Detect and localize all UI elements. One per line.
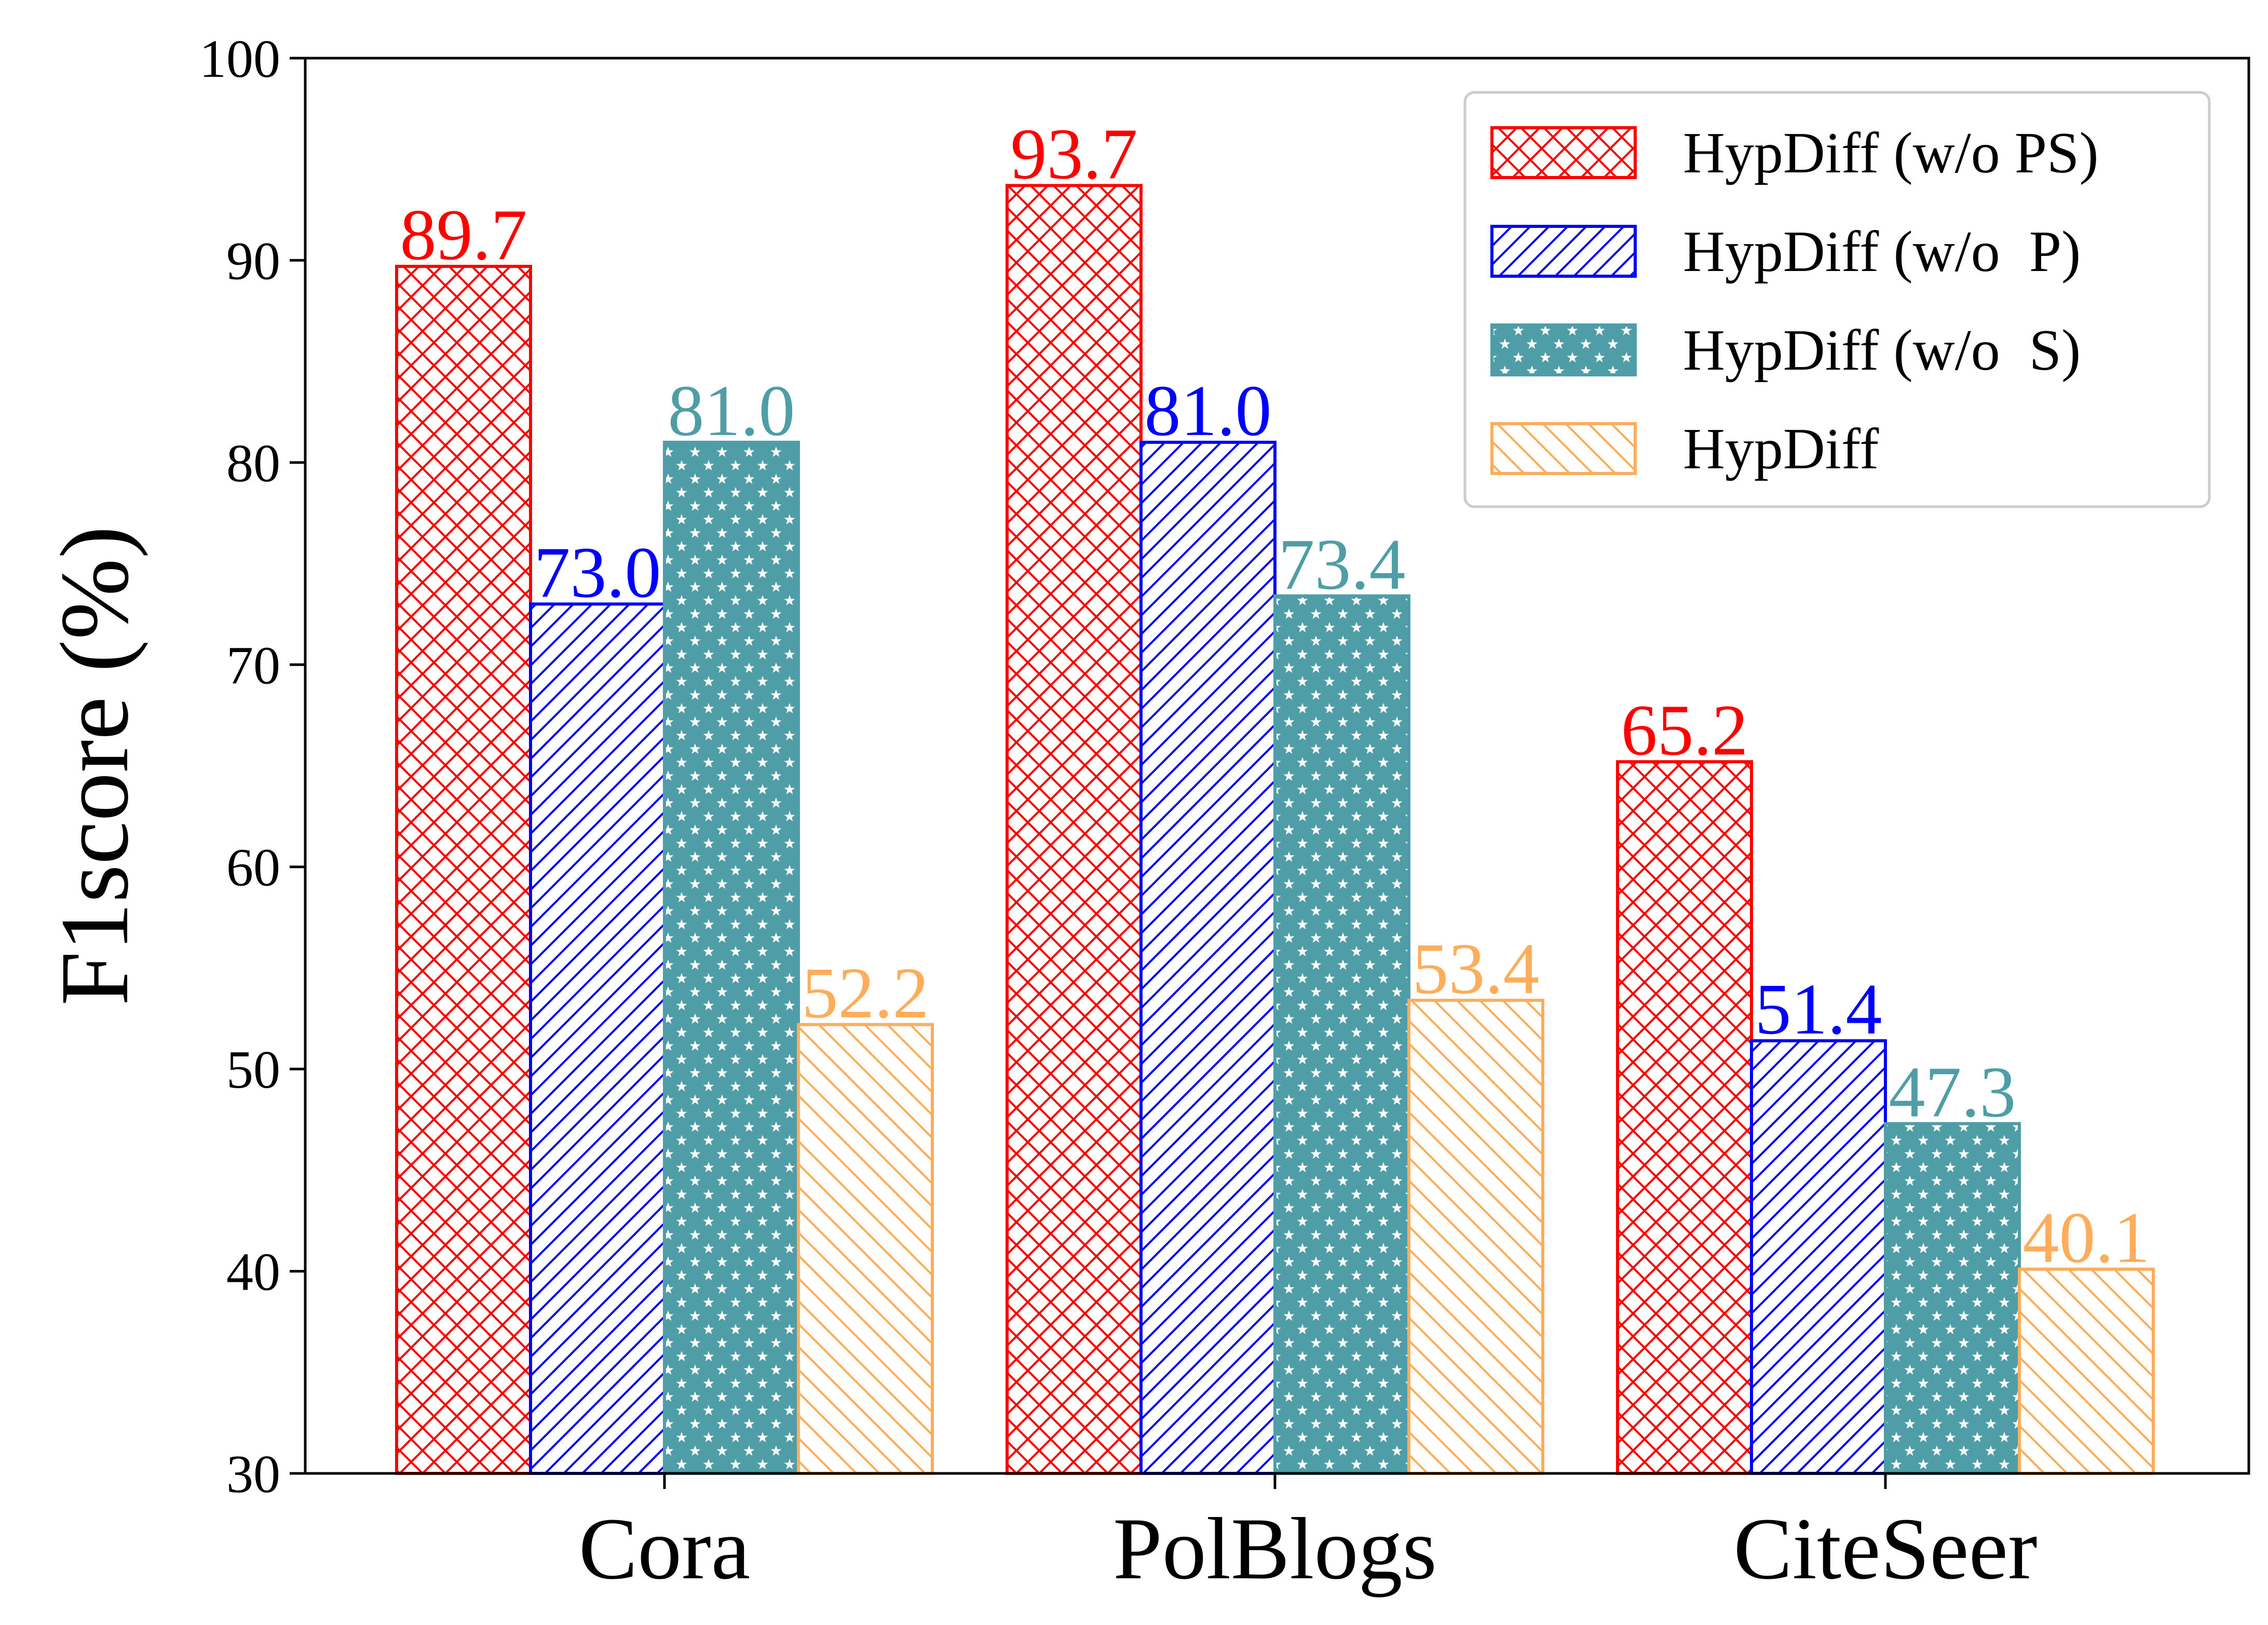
legend-label: HypDiff (w/o S) bbox=[1683, 318, 2081, 383]
bar-polblogs-series-3 bbox=[1273, 594, 1410, 1475]
y-tick-label: 30 bbox=[226, 1444, 280, 1504]
legend-swatch bbox=[1490, 225, 1637, 278]
bars-group bbox=[395, 184, 2155, 1475]
legend-box bbox=[1463, 91, 2211, 508]
data-label: 93.7 bbox=[1011, 114, 1138, 194]
y-tick-label: 60 bbox=[226, 838, 280, 898]
bar-citeseer-series-3 bbox=[1884, 1122, 2021, 1475]
y-tick-label: 100 bbox=[199, 29, 280, 89]
bar-polblogs-series-1 bbox=[1006, 184, 1143, 1475]
y-tick-label: 90 bbox=[226, 231, 280, 291]
data-label: 52.2 bbox=[802, 953, 929, 1033]
bar-cora-series-2 bbox=[529, 602, 666, 1475]
x-tick-label: Cora bbox=[579, 1500, 750, 1597]
bar-cora-series-1 bbox=[395, 265, 532, 1475]
data-label: 53.4 bbox=[1413, 929, 1540, 1009]
data-label: 47.3 bbox=[1889, 1052, 2016, 1132]
x-tick-label: CiteSeer bbox=[1733, 1500, 2037, 1597]
bar-cora-series-3 bbox=[663, 440, 800, 1475]
bar-citeseer-series-2 bbox=[1750, 1039, 1887, 1475]
data-label: 73.4 bbox=[1279, 524, 1406, 605]
bar-citeseer-series-4 bbox=[2018, 1267, 2155, 1475]
data-label: 40.1 bbox=[2023, 1198, 2150, 1278]
bar-cora-series-4 bbox=[797, 1023, 934, 1475]
legend-label: HypDiff bbox=[1683, 417, 1879, 481]
legend-label: HypDiff (w/o P) bbox=[1683, 220, 2081, 284]
legend-swatch bbox=[1490, 126, 1637, 179]
legend-swatch bbox=[1490, 422, 1637, 475]
data-label: 65.2 bbox=[1621, 690, 1748, 770]
data-label: 89.7 bbox=[400, 195, 527, 275]
legend-swatch bbox=[1490, 323, 1637, 376]
plot-area-frame bbox=[304, 57, 2250, 1475]
bar-polblogs-series-2 bbox=[1139, 440, 1276, 1475]
bar-polblogs-series-4 bbox=[1407, 998, 1544, 1475]
legend-label: HypDiff (w/o PS) bbox=[1683, 121, 2099, 185]
x-tick-label: PolBlogs bbox=[1113, 1500, 1437, 1597]
data-labels-group: 89.773.081.052.293.781.073.453.465.251.4… bbox=[400, 114, 2150, 1278]
y-axis-title: F1score (%) bbox=[40, 526, 148, 1006]
data-label: 81.0 bbox=[1145, 371, 1272, 451]
data-label: 73.0 bbox=[534, 532, 661, 613]
y-tick-label: 50 bbox=[226, 1040, 280, 1100]
y-axis-ticks: 30 40 50 60 70 80 90 100 bbox=[199, 29, 305, 1504]
y-tick-label: 80 bbox=[226, 434, 280, 493]
x-axis-ticks: Cora PolBlogs CiteSeer bbox=[579, 1473, 2038, 1597]
data-label: 51.4 bbox=[1755, 969, 1882, 1050]
y-tick-label: 40 bbox=[226, 1242, 280, 1302]
y-tick-label: 70 bbox=[226, 635, 280, 695]
bar-citeseer-series-1 bbox=[1616, 760, 1753, 1475]
legend: HypDiff (w/o PS) HypDiff (w/o P) HypDiff (… bbox=[1463, 91, 2211, 508]
data-label: 81.0 bbox=[668, 371, 795, 451]
